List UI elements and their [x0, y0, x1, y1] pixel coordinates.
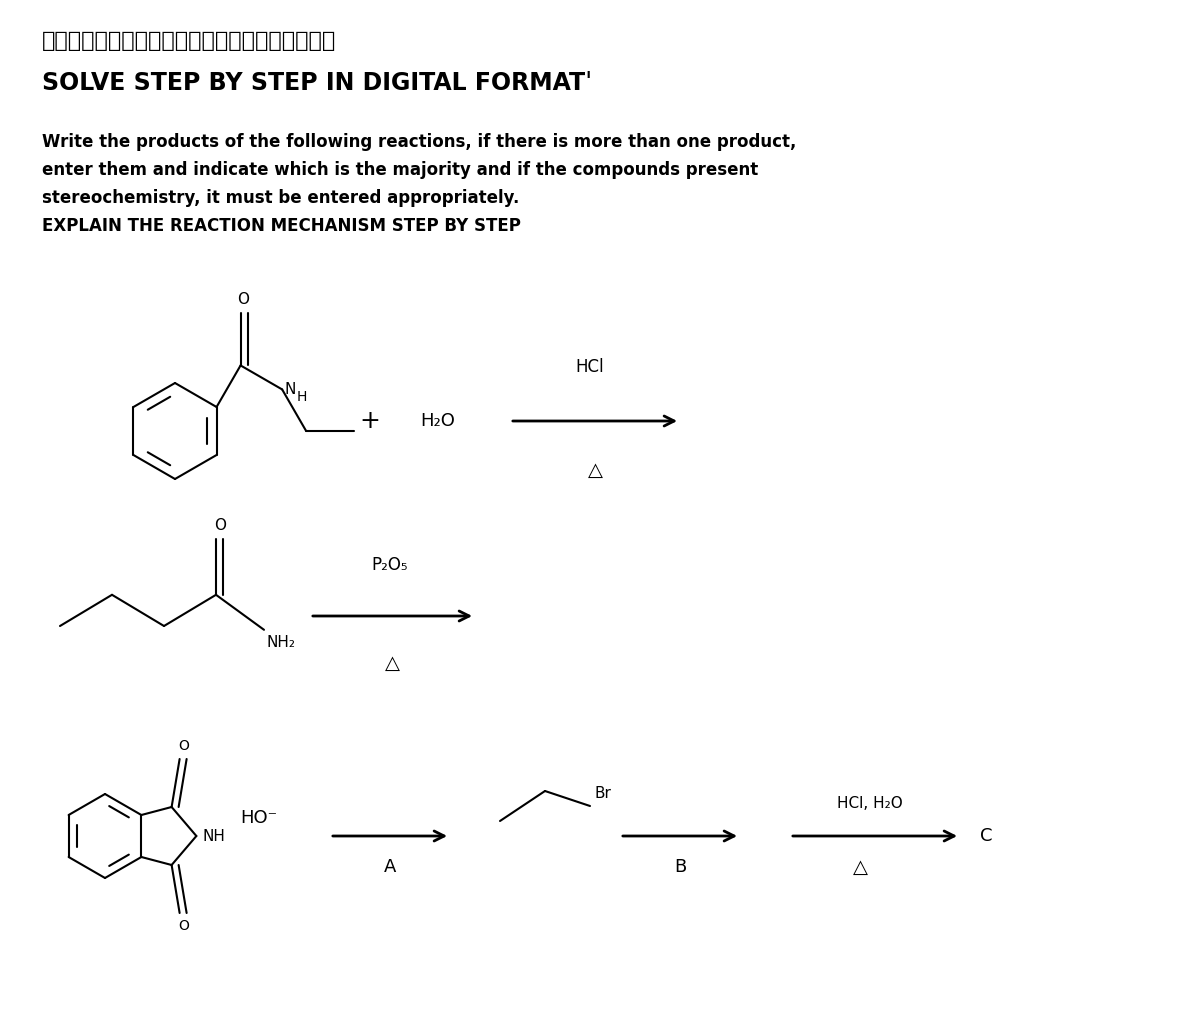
- Text: C: C: [980, 827, 992, 845]
- Text: +: +: [360, 409, 380, 433]
- Text: SOLVE STEP BY STEP IN DIGITAL FORMATˈ: SOLVE STEP BY STEP IN DIGITAL FORMATˈ: [42, 71, 593, 95]
- Text: H₂O: H₂O: [420, 412, 455, 430]
- Text: O: O: [238, 292, 250, 307]
- Text: HO⁻: HO⁻: [240, 809, 277, 827]
- Text: HCl: HCl: [576, 358, 605, 376]
- Text: N: N: [284, 382, 295, 397]
- Text: EXPLAIN THE REACTION MECHANISM STEP BY STEP: EXPLAIN THE REACTION MECHANISM STEP BY S…: [42, 217, 521, 235]
- Text: stereochemistry, it must be entered appropriately.: stereochemistry, it must be entered appr…: [42, 189, 520, 207]
- Text: H: H: [296, 390, 306, 404]
- Text: △: △: [588, 461, 602, 480]
- Text: NH: NH: [203, 828, 226, 843]
- Text: O: O: [178, 919, 190, 933]
- Text: NH₂: NH₂: [266, 635, 296, 649]
- Text: Br: Br: [595, 786, 612, 801]
- Text: HCl, H₂O: HCl, H₂O: [838, 796, 902, 811]
- Text: デジタル形式で段階的に解決　　ありがとう！！: デジタル形式で段階的に解決 ありがとう！！: [42, 31, 336, 51]
- Text: △: △: [852, 858, 868, 877]
- Text: △: △: [384, 654, 400, 673]
- Text: Write the products of the following reactions, if there is more than one product: Write the products of the following reac…: [42, 133, 797, 151]
- Text: A: A: [384, 858, 396, 876]
- Text: P₂O₅: P₂O₅: [372, 556, 408, 574]
- Text: O: O: [178, 739, 190, 753]
- Text: O: O: [214, 518, 226, 533]
- Text: enter them and indicate which is the majority and if the compounds present: enter them and indicate which is the maj…: [42, 161, 758, 179]
- Text: B: B: [674, 858, 686, 876]
